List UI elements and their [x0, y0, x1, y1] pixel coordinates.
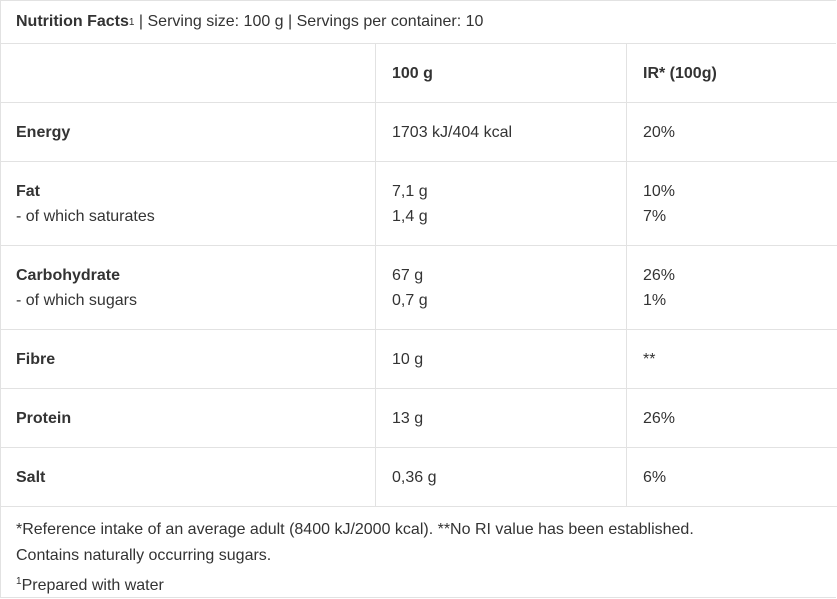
prepared-note: Prepared with water — [21, 577, 164, 594]
reference-intake-note: *Reference intake of an average adult (8… — [16, 521, 694, 538]
sub-nutrient-name: - of which saturates — [16, 207, 155, 225]
table-row: Energy 1703 kJ/404 kcal 20% — [1, 102, 837, 162]
value-cell: 7,1 g 1,4 g — [375, 161, 627, 246]
nutrient-name: Protein — [1, 388, 376, 448]
nutrient-value: 0,36 g — [375, 447, 627, 507]
sub-nutrient-ri: 7% — [643, 207, 667, 225]
title-footnote-marker: 1 — [128, 16, 135, 28]
sub-nutrient-name: - of which sugars — [16, 291, 137, 309]
table-row: Fibre 10 g ** — [1, 329, 837, 389]
nutrient-name: Fat — [16, 182, 40, 200]
table-row: Protein 13 g 26% — [1, 388, 837, 448]
nutrient-value: 67 g — [392, 266, 424, 284]
nutrition-table: 100 g IR* (100g) Energy 1703 kJ/404 kcal… — [1, 44, 837, 507]
sugars-note: Contains naturally occurring sugars. — [16, 547, 272, 564]
ri-cell: 26% 1% — [626, 245, 837, 330]
nutrient-value: 1703 kJ/404 kcal — [375, 102, 627, 162]
nutrition-footer: *Reference intake of an average adult (8… — [1, 507, 836, 599]
prepared-footnote-marker: 1 — [16, 576, 22, 587]
nutrient-name: Fibre — [1, 329, 376, 389]
nutrient-ri: 26% — [626, 388, 837, 448]
nutrient-name: Salt — [1, 447, 376, 507]
column-header-ri: IR* (100g) — [626, 44, 837, 103]
nutrient-name: Energy — [1, 102, 376, 162]
nutrition-title: Nutrition Facts — [16, 13, 129, 30]
column-header-per-100g: 100 g — [375, 44, 627, 103]
nutrient-ri: 10% — [643, 182, 676, 200]
ri-cell: 10% 7% — [626, 161, 837, 246]
sub-nutrient-value: 0,7 g — [392, 291, 428, 309]
nutrient-value: 7,1 g — [392, 182, 428, 200]
nutrient-value: 13 g — [375, 388, 627, 448]
nutrient-cell: Fat - of which saturates — [1, 161, 376, 246]
prepared-note-line: 1Prepared with water — [16, 569, 836, 599]
table-row: Fat - of which saturates 7,1 g 1,4 g 10%… — [1, 161, 837, 246]
nutrient-ri: 6% — [626, 447, 837, 507]
serving-info: | Serving size: 100 g | Servings per con… — [134, 13, 484, 30]
nutrient-ri: 20% — [626, 102, 837, 162]
nutrient-name: Carbohydrate — [16, 266, 121, 284]
table-row: Salt 0,36 g 6% — [1, 447, 837, 507]
table-row: Carbohydrate - of which sugars 67 g 0,7 … — [1, 245, 837, 330]
value-cell: 67 g 0,7 g — [375, 245, 627, 330]
nutrient-ri: ** — [626, 329, 837, 389]
column-header-nutrient — [1, 44, 376, 103]
nutrient-cell: Carbohydrate - of which sugars — [1, 245, 376, 330]
nutrition-header: Nutrition Facts 1 | Serving size: 100 g |… — [1, 1, 836, 44]
sub-nutrient-value: 1,4 g — [392, 207, 428, 225]
nutrient-value: 10 g — [375, 329, 627, 389]
sub-nutrient-ri: 1% — [643, 291, 667, 309]
table-header-row: 100 g IR* (100g) — [1, 44, 837, 103]
nutrient-ri: 26% — [643, 266, 676, 284]
